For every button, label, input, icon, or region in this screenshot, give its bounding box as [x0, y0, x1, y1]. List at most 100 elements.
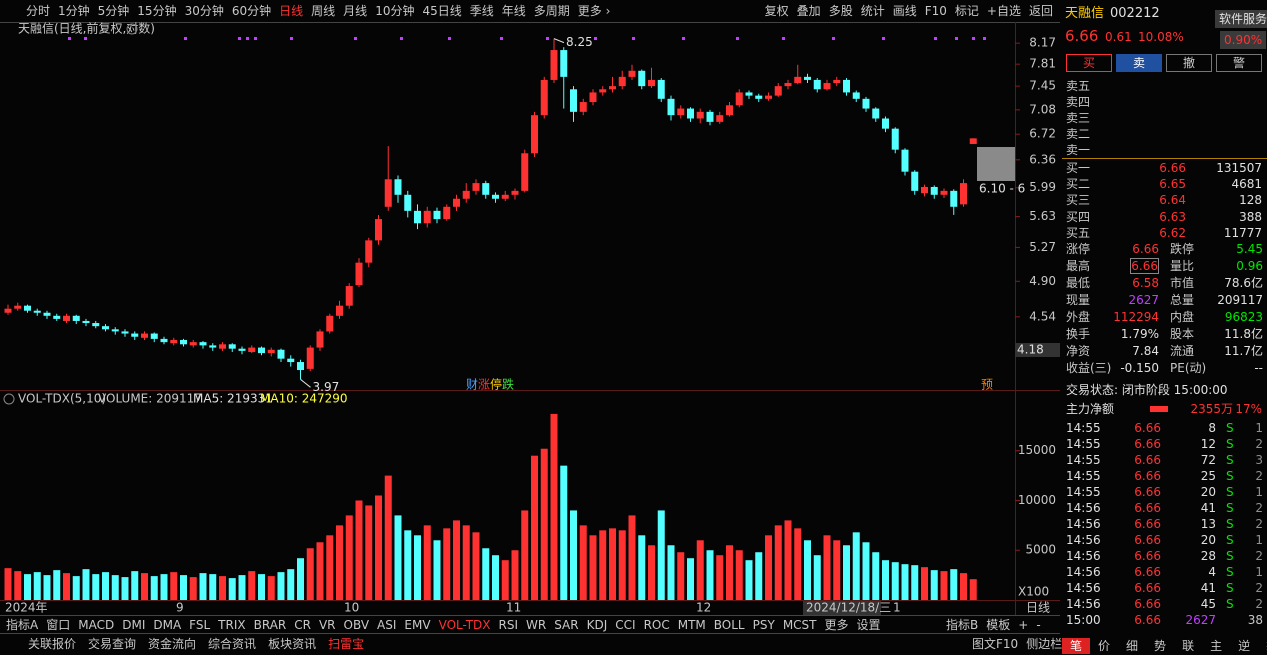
- candle-body: [433, 210, 441, 220]
- indicator-tab[interactable]: KDJ: [586, 618, 608, 632]
- indicator-tab[interactable]: DMI: [122, 618, 146, 632]
- tool-button[interactable]: 返回: [1028, 4, 1053, 18]
- tool-button[interactable]: 叠加: [796, 4, 821, 18]
- indicator-tab[interactable]: ASI: [377, 618, 397, 632]
- trade-button[interactable]: 买: [1066, 54, 1112, 72]
- tool-button[interactable]: 多股: [828, 4, 853, 18]
- period-tab[interactable]: 日线: [279, 4, 304, 18]
- bottom-tab[interactable]: 侧边栏: [1026, 637, 1063, 651]
- period-tab[interactable]: 60分钟: [231, 4, 272, 18]
- indicator-tab[interactable]: MACD: [78, 618, 115, 632]
- side-tab[interactable]: 联: [1182, 639, 1195, 653]
- period-tab[interactable]: 10分钟: [375, 4, 415, 18]
- candle-body: [599, 89, 607, 93]
- trade-time: 14:55: [1066, 437, 1101, 451]
- indicator-tab[interactable]: MCST: [782, 618, 817, 632]
- candle-body: [950, 190, 958, 207]
- bottom-tab[interactable]: 板块资讯: [268, 637, 317, 651]
- trade-button[interactable]: 卖: [1116, 54, 1162, 72]
- volume-bar: [940, 571, 948, 600]
- period-tab[interactable]: 季线: [469, 4, 494, 18]
- date-label: 2024/12/18/三: [806, 601, 891, 615]
- trade-volume: 25: [1200, 469, 1216, 483]
- indicator-tab[interactable]: 设置: [856, 618, 881, 632]
- candle-body: [696, 111, 704, 119]
- bottom-tab[interactable]: 交易查询: [88, 637, 137, 651]
- indicator-tab[interactable]: VOL-TDX: [438, 618, 491, 632]
- candle-body: [940, 190, 948, 195]
- indicator-tab[interactable]: OBV: [343, 618, 370, 632]
- indicator-tab[interactable]: MTM: [677, 618, 706, 632]
- tool-button[interactable]: 复权: [764, 4, 789, 18]
- volume-bar: [687, 558, 694, 600]
- period-tab[interactable]: 多周期: [533, 4, 570, 18]
- indicator-tab[interactable]: 指标B: [946, 618, 979, 632]
- side-tab[interactable]: 势: [1154, 639, 1167, 653]
- candle-body: [150, 333, 158, 339]
- indicator-tab[interactable]: WR: [526, 618, 547, 632]
- period-tab[interactable]: 年线: [501, 4, 526, 18]
- volume-bar: [14, 571, 22, 600]
- bottom-tab[interactable]: 综合资讯: [208, 637, 257, 651]
- indicator-tab[interactable]: CCI: [615, 618, 636, 632]
- tool-button[interactable]: 统计: [860, 4, 885, 18]
- stat-value: 6.66: [1130, 258, 1159, 274]
- candle-body: [375, 219, 382, 241]
- indicator-tab[interactable]: 更多: [824, 618, 849, 632]
- tool-button[interactable]: 标记: [954, 4, 979, 18]
- indicator-tab[interactable]: SAR: [554, 618, 579, 632]
- period-tab[interactable]: 15分钟: [137, 4, 177, 18]
- stat-value: 0.96: [1236, 259, 1263, 273]
- side-tab[interactable]: 价: [1098, 639, 1111, 653]
- period-tab[interactable]: 45日线: [422, 4, 462, 18]
- sector-button[interactable]: 软件服务: [1215, 10, 1267, 28]
- period-tab[interactable]: 周线: [311, 4, 336, 18]
- candle-body: [872, 108, 880, 119]
- period-tab[interactable]: 更多 ›: [577, 4, 611, 18]
- indicator-tab[interactable]: BRAR: [253, 618, 287, 632]
- indicator-tab[interactable]: 模板: [986, 618, 1011, 632]
- bottom-bar: 关联报价 交易查询 资金流向 综合资讯 板块资讯 扫雷宝: [22, 636, 370, 652]
- bottom-tab[interactable]: 关联报价: [28, 637, 77, 651]
- bottom-tab[interactable]: 扫雷宝: [328, 637, 365, 651]
- trade-button[interactable]: 警: [1216, 54, 1262, 72]
- side-tab[interactable]: 筹: [1258, 638, 1267, 654]
- indicator-tab[interactable]: CR: [294, 618, 311, 632]
- volume-bar: [121, 577, 129, 600]
- indicator-tab[interactable]: VR: [318, 618, 336, 632]
- indicator-tab[interactable]: PSY: [752, 618, 775, 632]
- tool-button[interactable]: F10: [924, 4, 947, 18]
- period-tab[interactable]: 5分钟: [97, 4, 130, 18]
- period-tab[interactable]: 1分钟: [58, 4, 90, 18]
- volume-bar: [911, 565, 919, 600]
- indicator-tab[interactable]: DMA: [153, 618, 182, 632]
- stat-label: 量比: [1170, 259, 1195, 273]
- stat-label: 换手: [1066, 327, 1091, 341]
- indicator-tab[interactable]: ROC: [643, 618, 670, 632]
- indicator-tab[interactable]: BOLL: [713, 618, 745, 632]
- stat-label: 净资: [1066, 344, 1091, 358]
- indicator-tab[interactable]: 窗口: [46, 618, 71, 632]
- side-tab[interactable]: 笔: [1062, 638, 1091, 654]
- side-tab[interactable]: 主: [1210, 639, 1223, 653]
- period-tab[interactable]: 月线: [343, 4, 368, 18]
- bottom-tab[interactable]: 资金流向: [148, 637, 197, 651]
- trade-button[interactable]: 撤: [1166, 54, 1212, 72]
- candle-body: [570, 89, 577, 112]
- side-tab[interactable]: 细: [1126, 639, 1139, 653]
- tool-button[interactable]: +自选: [986, 4, 1021, 18]
- side-tab[interactable]: 逆: [1238, 639, 1251, 653]
- indicator-tab[interactable]: TRIX: [218, 618, 246, 632]
- period-tab[interactable]: 30分钟: [184, 4, 224, 18]
- indicator-tab[interactable]: RSI: [498, 618, 519, 632]
- period-tab[interactable]: 分时: [26, 4, 51, 18]
- tool-button[interactable]: 画线: [892, 4, 917, 18]
- indicator-tab[interactable]: +: [1018, 618, 1029, 632]
- indicator-tab[interactable]: 指标A: [6, 618, 39, 632]
- candle-body: [82, 320, 90, 324]
- indicator-tab[interactable]: -: [1036, 618, 1041, 632]
- bottom-tab[interactable]: 图文F10: [972, 637, 1019, 651]
- indicator-tab[interactable]: FSL: [189, 618, 211, 632]
- trade-count: 38: [1247, 613, 1263, 627]
- indicator-tab[interactable]: EMV: [404, 618, 431, 632]
